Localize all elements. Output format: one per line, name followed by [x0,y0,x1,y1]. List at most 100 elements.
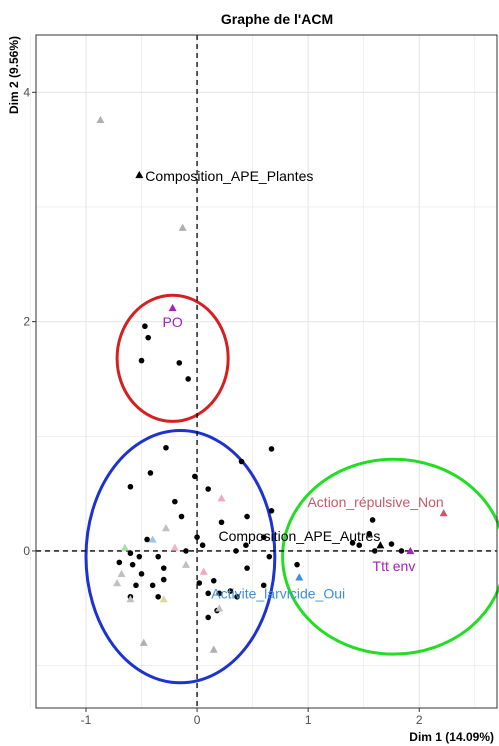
x-tick-label: 2 [416,713,423,727]
ellipses [84,293,499,685]
cluster-ellipse [84,429,277,685]
data-point [178,513,185,520]
grid [30,35,497,708]
data-point [163,444,169,451]
annotation-label: PO [163,314,183,330]
data-point [205,614,211,621]
data-point [133,582,139,589]
data-point [147,470,154,476]
data-point [268,508,275,514]
data-point [183,548,189,554]
data-point [260,534,267,540]
data-point [205,590,211,597]
data-point [116,559,123,566]
data-point [192,473,198,480]
category-triangle [161,523,170,532]
data-points [96,115,448,653]
data-point [234,593,240,600]
data-point [216,590,223,597]
data-point [176,360,183,366]
annotation-label: Ttt env [373,558,416,574]
data-point [185,376,191,382]
data-point [244,565,250,571]
category-triangle [139,638,148,646]
annotation-labels: Composition_APE_Plantes PO Action_répulsiv… [145,168,443,601]
category-triangle [96,115,105,124]
data-point [388,541,395,547]
data-point [194,534,200,540]
data-point [155,593,161,600]
y-tick-label: 0 [23,544,30,558]
cluster-ellipse [281,457,499,656]
y-tick-label: 4 [23,85,30,99]
data-point [244,513,250,520]
category-triangle [159,595,168,603]
category-triangle [376,541,385,549]
data-point [149,582,156,589]
data-point [138,571,145,577]
x-axis-label: Dim 1 (14.09%) [409,730,494,744]
annotation-label: Composition_APE_Autres [218,528,380,544]
data-point [218,519,225,526]
category-triangle [295,573,304,581]
annotation-label: Action_répulsive_Non [307,494,443,510]
data-point [145,334,151,341]
cluster-ellipse [115,293,230,423]
data-point [172,498,178,505]
data-point [196,580,203,586]
data-point [266,553,273,560]
data-point [160,565,167,571]
category-triangle [209,645,218,653]
category-triangle [199,567,208,575]
data-point [144,536,150,543]
data-point [238,458,245,465]
data-point [199,542,206,548]
category-triangle [168,303,177,312]
data-point [142,323,148,330]
annotation-label: Activite_larvicide_Oui [211,585,345,601]
x-axis-ticks: -1 0 1 2 [81,708,423,727]
data-point [227,588,234,594]
annotation-label: Composition_APE_Plantes [145,168,313,184]
data-point [260,582,267,589]
category-triangle [439,509,448,517]
data-point [268,446,275,452]
data-point [127,483,134,490]
data-point [349,540,356,546]
category-triangle [170,543,179,551]
category-triangle [178,223,187,231]
data-point [398,548,405,554]
category-triangle [406,546,415,555]
data-point [210,577,217,584]
category-triangle [215,604,224,612]
category-triangle [120,543,129,551]
data-point [233,548,239,554]
data-point [160,576,167,583]
data-point [294,561,300,568]
data-point [243,542,249,548]
reference-lines [36,35,497,708]
y-axis-label: Dim 2 (9.56%) [7,36,21,114]
data-point [155,553,161,560]
y-axis-ticks: 0 2 4 [23,85,36,558]
data-point [369,517,376,523]
category-triangle [126,595,135,603]
data-point [372,548,378,554]
category-triangle [217,494,226,502]
data-point [127,550,134,557]
data-point [129,561,136,568]
x-tick-label: 0 [194,713,201,727]
x-tick-label: 1 [305,713,312,727]
data-point [366,530,373,537]
category-triangle [148,535,157,543]
category-triangle [181,560,190,568]
data-point [205,486,211,492]
category-triangle [113,579,122,587]
category-triangle [117,569,126,578]
chart-title: Graphe de l'ACM [221,11,333,27]
x-tick-label: -1 [81,713,92,727]
y-tick-label: 2 [23,315,30,329]
plot-panel-border [35,34,498,709]
category-triangle [135,170,144,179]
